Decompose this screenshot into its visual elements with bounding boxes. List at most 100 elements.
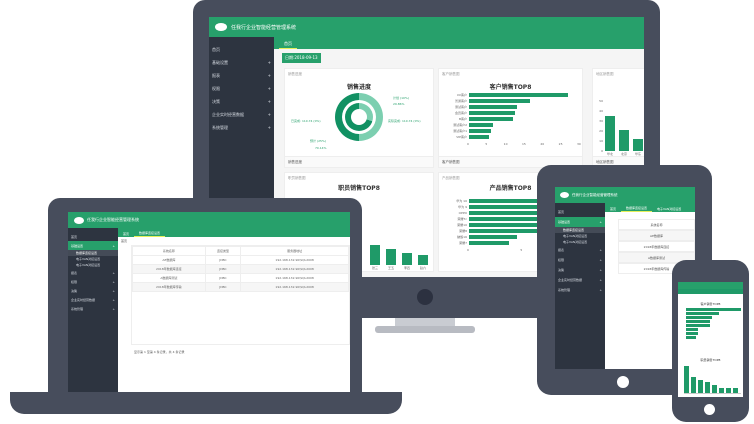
tab-db-settings[interactable]: 数据库连接设置 xyxy=(134,230,166,237)
phone-employee-chart xyxy=(684,366,741,394)
card-caption: 客户销售图 xyxy=(442,72,460,76)
sidebar-item[interactable]: 基础设置 + xyxy=(68,241,118,250)
table-cell: 2018年数据库传输 xyxy=(132,282,206,292)
bar-label: 测试客户2 xyxy=(453,123,467,127)
phone-chart-title: 职员销售TOP8 xyxy=(700,358,721,362)
table-cell: 192.168.132.90\SQL2008 xyxy=(240,255,349,265)
bar xyxy=(469,111,515,115)
table-cell: JDBC xyxy=(204,255,242,265)
table-cell: 192.168.132.90\SQL2008 xyxy=(240,264,349,274)
sidebar-item-label: 系统管理 xyxy=(212,124,228,130)
bar xyxy=(469,117,513,121)
bar-label: 华为 9 xyxy=(458,205,467,209)
sidebar-item[interactable]: 决策 + xyxy=(209,95,274,108)
expand-icon: + xyxy=(267,60,271,65)
bar xyxy=(686,308,741,311)
tab-bar xyxy=(678,289,743,294)
sidebar-item[interactable]: 报表 + xyxy=(209,69,274,82)
sidebar-item[interactable]: 报表 + xyxy=(555,245,605,255)
sidebar-item-label: 权限 xyxy=(558,258,565,262)
bar xyxy=(619,129,629,151)
sidebar-item[interactable]: 首页 xyxy=(209,43,274,56)
donut-label: 已完成: 110.74 (0%) xyxy=(291,119,321,123)
bar xyxy=(386,249,396,265)
table-cell: JDBC xyxy=(204,273,242,283)
sidebar-subitem[interactable]: 电子VAN对接设置 xyxy=(76,257,101,261)
pagination-info: 显示第 1 至第 4 条记录，共 4 条记录 xyxy=(134,350,185,354)
sales-progress-card: 销售进度 销售进度 计划 (10%) 29.86% 实际完成: 110.74 (… xyxy=(284,68,434,168)
sidebar-item[interactable]: 企业实时经营数据 + xyxy=(555,275,605,285)
tab-home[interactable]: 首页 xyxy=(123,232,130,236)
x-tick-label: 0 xyxy=(467,142,469,146)
sidebar-subitem[interactable]: 数据库连接设置 xyxy=(68,250,118,256)
tab-bar: 首页 数据库连接设置 xyxy=(118,228,350,237)
tab-bar: 首页 数据库连接设置 电子VAN对接设置 xyxy=(605,203,695,212)
sidebar-item-label: 企业实时经营数据 xyxy=(71,297,96,302)
table-cell: 2018年数据库连接 xyxy=(132,264,206,274)
sidebar-item[interactable]: 系统管理 + xyxy=(209,121,274,134)
table-row[interactable]: 2018年数据库连接 xyxy=(618,241,695,252)
x-tick-label: 王五 xyxy=(387,266,394,270)
bar xyxy=(469,99,530,103)
sidebar-item[interactable]: 权限 + xyxy=(555,255,605,265)
phone-home-button xyxy=(704,404,715,415)
card-caption: 产品销售图 xyxy=(442,176,460,180)
sidebar-item-label: 权限 xyxy=(71,279,78,284)
table-row[interactable]: A数据库测试 JDBC 192.168.132.90\SQL2008 xyxy=(132,273,349,283)
sidebar-item[interactable]: 首页 xyxy=(555,207,605,217)
x-tick-label: 5 xyxy=(485,142,488,146)
sidebar-item-label: 决策 xyxy=(71,288,78,293)
table-row[interactable]: AE数据库 JDBC 192.168.132.90\SQL2008 xyxy=(132,255,349,265)
sidebar-item[interactable]: 企业实时经营数据 + xyxy=(68,295,118,304)
sidebar-item[interactable]: 决策 + xyxy=(68,286,118,295)
sidebar-item-label: 决策 xyxy=(558,268,565,272)
card-footer: 客户销售图 xyxy=(439,156,582,167)
sidebar-subitem[interactable]: 电子VAN对接设置 xyxy=(563,234,588,238)
sidebar-item[interactable]: 系统管理 + xyxy=(555,285,605,295)
sidebar-item[interactable]: 报表 + xyxy=(68,268,118,277)
bar xyxy=(686,324,711,327)
sidebar-item[interactable]: 基础设置 + xyxy=(209,56,274,69)
table-row[interactable]: A数据库测试 xyxy=(618,252,695,263)
tab-home[interactable]: 首页 xyxy=(610,207,617,211)
date-badge: 日期:2018-09-13 xyxy=(282,53,321,63)
card-caption: 地区销售图 xyxy=(596,72,614,76)
table-row[interactable]: AE数据库 xyxy=(618,230,695,241)
expand-icon: + xyxy=(112,297,115,302)
sidebar-item[interactable]: 首页 xyxy=(68,232,118,241)
sidebar-item-label: 报表 xyxy=(558,248,565,252)
expand-icon: + xyxy=(599,278,602,282)
sidebar-item[interactable]: 决策 + xyxy=(555,265,605,275)
expand-icon: + xyxy=(599,220,602,224)
bar xyxy=(686,328,699,331)
tab-db-settings[interactable]: 数据库连接设置 xyxy=(621,205,653,212)
table-row[interactable]: 系统名称 xyxy=(618,219,695,230)
sidebar-item-label: 基础设置 xyxy=(558,220,571,224)
table-cell: A数据库测试 xyxy=(132,273,206,283)
sidebar-subitem[interactable]: 电子VAN对接设置 xyxy=(563,240,588,244)
table-row[interactable]: 2018年数据库连接 JDBC 192.168.132.90\SQL2008 xyxy=(132,264,349,274)
sidebar-item-label: 企业实时经营数据 xyxy=(558,278,583,282)
tab-bar: 首页 xyxy=(274,37,644,49)
table-cell: JDBC xyxy=(204,282,242,292)
sidebar-item[interactable]: 权限 + xyxy=(209,82,274,95)
card-title: 产品销售TOP8 xyxy=(489,185,532,192)
sidebar-subitem[interactable]: 数据库连接设置 xyxy=(555,227,605,233)
sidebar-item[interactable]: 系统管理 + xyxy=(68,304,118,313)
sidebar: 首页 基础设置 + 数据库连接设置 电子VAN对接设置 电子VAN对接设置 报表 + 权限 + 决策… xyxy=(555,203,605,369)
bar xyxy=(684,366,689,393)
sidebar-item-label: 基础设置 xyxy=(71,243,84,248)
sidebar-item[interactable]: 企业实时经营数据 + xyxy=(209,108,274,121)
tab-van-settings[interactable]: 电子VAN对接设置 xyxy=(657,207,682,211)
sidebar-item[interactable]: 权限 + xyxy=(68,277,118,286)
table-cell: 192.168.132.90\SQL2008 xyxy=(240,273,349,283)
bar xyxy=(469,217,565,221)
donut-label: 计划 (10%) xyxy=(393,96,409,100)
tab-home[interactable]: 首页 xyxy=(279,40,297,49)
table-row[interactable]: 2018年数据库传输 JDBC 192.168.132.90\SQL2008 xyxy=(132,282,349,292)
expand-icon: + xyxy=(112,243,115,248)
sidebar-item[interactable]: 基础设置 + xyxy=(555,217,605,227)
app-header: 任我行企业智能经营管理系统 xyxy=(68,212,350,228)
sidebar-subitem[interactable]: 电子VAN对接设置 xyxy=(76,263,101,267)
expand-icon: + xyxy=(599,288,602,292)
